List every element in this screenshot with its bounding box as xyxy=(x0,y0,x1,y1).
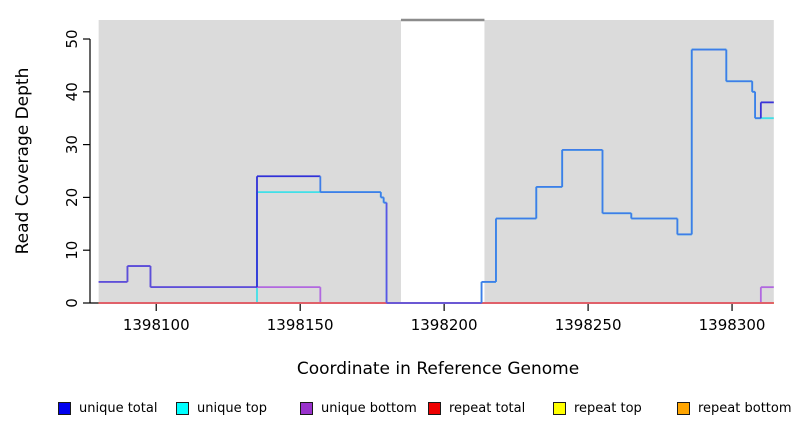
legend-item-repeat-bottom: repeat bottom xyxy=(677,397,792,419)
y-tick-label: 40 xyxy=(63,82,81,101)
legend-label: unique bottom xyxy=(321,400,417,416)
legend: unique total unique top unique bottom re… xyxy=(0,397,792,423)
legend-label: unique top xyxy=(197,400,268,416)
x-tick-label: 1398300 xyxy=(699,316,766,334)
legend-item-repeat-top: repeat top xyxy=(553,397,642,419)
legend-label: repeat top xyxy=(574,400,642,416)
y-tick-label: 20 xyxy=(63,188,81,207)
unique-bottom-swatch xyxy=(300,401,313,415)
x-axis-title: Coordinate in Reference Genome xyxy=(297,359,579,379)
y-tick-label: 10 xyxy=(63,241,81,260)
legend-item-unique-top: unique top xyxy=(176,397,267,419)
repeat-bottom-swatch xyxy=(677,401,690,415)
x-tick-label: 1398150 xyxy=(267,316,334,334)
legend-item-unique-bottom: unique bottom xyxy=(300,397,417,419)
series-unique-total xyxy=(98,48,774,304)
y-axis-title: Read Coverage Depth xyxy=(13,68,33,255)
unique-total-swatch xyxy=(58,401,71,415)
x-tick-label: 1398100 xyxy=(123,316,190,334)
legend-label: unique total xyxy=(79,400,158,416)
y-tick-label: 0 xyxy=(63,298,81,308)
coverage-plot: Coordinate in Reference Genome Read Cove… xyxy=(13,18,774,379)
x-tick-label: 1398200 xyxy=(411,316,478,334)
y-tick-label: 30 xyxy=(63,135,81,154)
legend-item-repeat-total: repeat total xyxy=(428,397,525,419)
repeat-top-swatch xyxy=(553,401,566,415)
x-tick-label: 1398250 xyxy=(555,316,622,334)
legend-item-unique-total: unique total xyxy=(58,397,157,419)
shaded-region xyxy=(98,20,401,303)
legend-label: repeat total xyxy=(449,400,526,416)
shaded-region xyxy=(484,20,774,303)
legend-label: repeat bottom xyxy=(698,400,792,416)
unique-top-swatch xyxy=(176,401,189,415)
repeat-total-swatch xyxy=(428,401,441,415)
y-tick-label: 50 xyxy=(63,29,81,48)
